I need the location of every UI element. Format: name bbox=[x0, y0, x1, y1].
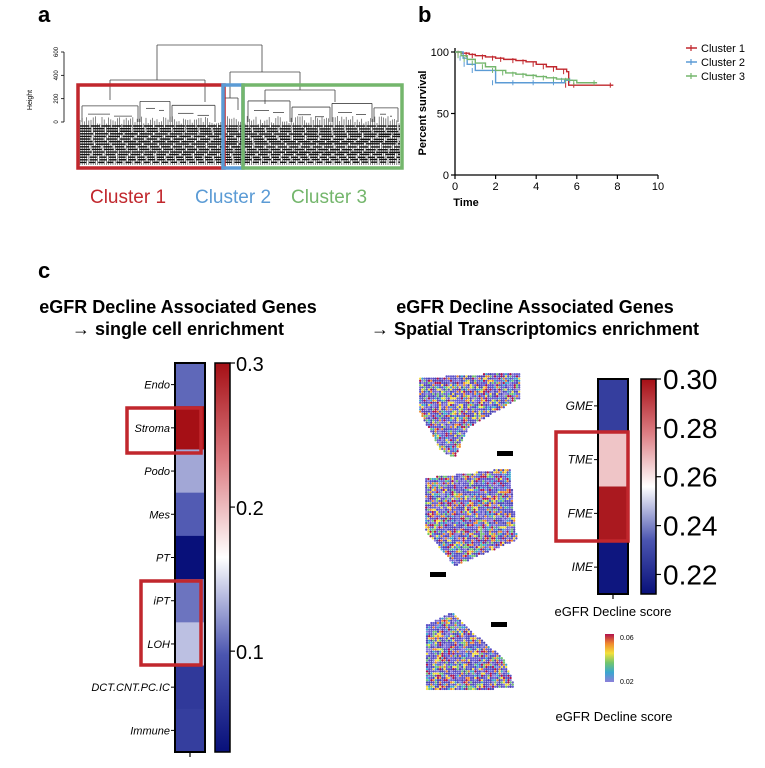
spatial-heatmap-cell-GME bbox=[598, 379, 628, 434]
legend-label-3: Cluster 3 bbox=[701, 71, 745, 83]
survival-line-1 bbox=[455, 51, 614, 86]
survival-x-tick-label: 6 bbox=[574, 181, 580, 193]
spatial-colorbar-tick-label: 0.26 bbox=[663, 462, 718, 493]
cluster-3-label: Cluster 3 bbox=[291, 187, 367, 208]
survival-x-tick-label: 4 bbox=[533, 181, 539, 193]
spatial-tissue-sections bbox=[419, 373, 521, 691]
survival-x-tick-label: 2 bbox=[493, 181, 499, 193]
heatmap-row-label-Stroma: Stroma bbox=[135, 423, 170, 435]
colorbar-tick-label: 0.2 bbox=[236, 498, 264, 520]
dendro-tick-label: 0 bbox=[54, 120, 60, 124]
single-cell-colorbar bbox=[214, 362, 231, 753]
heatmap-cell-DCT.CNT.PC.IC bbox=[175, 665, 205, 710]
tme-fme-highlight-box bbox=[554, 430, 630, 543]
right-title-line2: → Spatial Transcriptomics enrichment bbox=[371, 319, 699, 339]
spatial-colorbar-tick-label: 0.28 bbox=[663, 413, 718, 444]
heatmap-row-label-Podo: Podo bbox=[144, 466, 170, 478]
heatmap-row-label-Endo: Endo bbox=[144, 380, 170, 392]
survival-y-tick-label: 100 bbox=[431, 47, 449, 59]
survival-x-tick-label: 8 bbox=[614, 181, 620, 193]
single-cell-colorbar-ticks: 0.1 0.2 0.3 bbox=[230, 354, 264, 664]
cluster-3-box bbox=[241, 83, 404, 170]
scale-bar-2 bbox=[430, 572, 446, 577]
legend-label-1: Cluster 1 bbox=[701, 43, 745, 55]
scale-bar-3 bbox=[491, 622, 507, 627]
left-title-line2: → single cell enrichment bbox=[72, 319, 284, 339]
panel-a-label: a bbox=[38, 2, 51, 27]
right-title-line1: eGFR Decline Associated Genes bbox=[396, 297, 673, 317]
heatmap-cell-Endo bbox=[175, 363, 205, 407]
spatial-colorbar-max: 0.06 bbox=[620, 635, 634, 642]
scale-bar-1 bbox=[497, 451, 513, 456]
survival-x-tick-label: 0 bbox=[452, 181, 458, 193]
spatial-heatmap-colorbar-ticks: 0.30 0.28 0.26 0.24 0.22 bbox=[656, 364, 718, 590]
heatmap-row-label-DCT.CNT.PC.IC: DCT.CNT.PC.IC bbox=[91, 682, 170, 694]
spatial-heatmap-row-label-GME: GME bbox=[566, 399, 594, 413]
spatial-heatmap-row-label-TME: TME bbox=[568, 453, 594, 467]
single-cell-heatmap: Endo Stroma Podo Mes PT iPT LOH DCT.CNT.PC.IC Im… bbox=[91, 362, 206, 757]
survival-lines bbox=[455, 50, 614, 88]
survival-x-tick-label: 10 bbox=[652, 181, 664, 193]
heatmap-row-label-Immune: Immune bbox=[130, 725, 170, 737]
dendro-tick-label: 200 bbox=[54, 93, 60, 104]
heatmap-row-label-iPT: iPT bbox=[154, 596, 172, 608]
heatmap-cell-Mes bbox=[175, 492, 205, 537]
dendro-tick-label: 600 bbox=[54, 46, 60, 57]
panel-c-label: c bbox=[38, 258, 50, 283]
colorbar-tick-label: 0.1 bbox=[236, 642, 264, 664]
spatial-heatmap-cell-FME bbox=[598, 486, 628, 541]
cluster-1-label: Cluster 1 bbox=[90, 187, 166, 208]
legend-label-2: Cluster 2 bbox=[701, 57, 745, 69]
spatial-heatmap-row-label-IME: IME bbox=[572, 560, 594, 574]
spatial-heatmap-x-label: eGFR Decline score bbox=[554, 604, 671, 619]
survival-y-label: Percent survival bbox=[417, 71, 429, 156]
cluster-2-label: Cluster 2 bbox=[195, 187, 271, 208]
left-title-line1: eGFR Decline Associated Genes bbox=[39, 297, 316, 317]
spatial-colorbar-tick-label: 0.30 bbox=[663, 364, 718, 395]
ipt-loh-highlight-box bbox=[139, 579, 203, 667]
stroma-highlight-box bbox=[125, 406, 203, 455]
heatmap-cell-Immune bbox=[175, 708, 205, 753]
dendrogram-y-label: Height bbox=[27, 90, 34, 110]
heatmap-row-label-LOH: LOH bbox=[147, 639, 170, 651]
spatial-heatmap-row-label-FME: FME bbox=[568, 506, 594, 520]
heatmap-cell-Podo bbox=[175, 449, 205, 494]
survival-y-tick-label: 50 bbox=[437, 109, 449, 121]
spatial-heatmap-cell-IME bbox=[598, 540, 628, 595]
spatial-colorbar-min: 0.02 bbox=[620, 679, 634, 686]
spatial-heatmap: GME TME FME IME bbox=[566, 378, 629, 599]
colorbar-tick-label: 0.3 bbox=[236, 354, 264, 376]
panel-b-label: b bbox=[418, 2, 431, 27]
survival-x-label: Time bbox=[453, 197, 478, 209]
spatial-colorbar bbox=[605, 634, 614, 682]
dendrogram-y-axis: 0 200 400 600 bbox=[54, 46, 65, 124]
spatial-colorbar-tick-label: 0.22 bbox=[663, 559, 718, 590]
spatial-colorbar-tick-label: 0.24 bbox=[663, 511, 718, 542]
heatmap-row-label-Mes: Mes bbox=[149, 509, 170, 521]
spatial-colorbar-label: eGFR Decline score bbox=[555, 709, 672, 724]
spatial-heatmap-cell-TME bbox=[598, 432, 628, 487]
dendrogram bbox=[79, 44, 401, 165]
dendro-tick-label: 400 bbox=[54, 70, 60, 81]
survival-line-3 bbox=[455, 51, 598, 84]
heatmap-cell-PT bbox=[175, 535, 205, 580]
heatmap-row-label-PT: PT bbox=[156, 553, 171, 565]
survival-legend: Cluster 1 Cluster 2 Cluster 3 bbox=[686, 43, 745, 83]
spatial-heatmap-colorbar bbox=[640, 378, 657, 595]
survival-y-tick-label: 0 bbox=[443, 170, 449, 182]
